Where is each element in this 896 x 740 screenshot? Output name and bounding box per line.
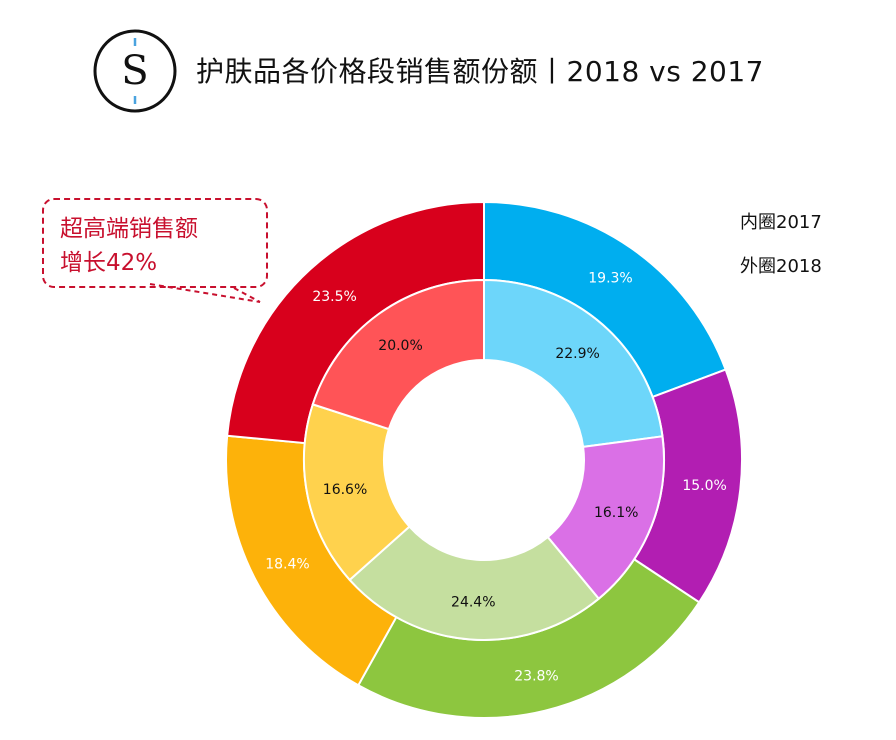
logo-letter: S	[121, 48, 148, 94]
callout-line-1: 超高端销售额	[60, 216, 198, 242]
ring-0-slice-3-label: 18.4%	[265, 556, 309, 572]
ring-1-slice-0	[483, 278, 664, 448]
ring-0-slice-2-label: 23.8%	[514, 669, 558, 685]
legend-inner-ring: 内圈2017	[740, 212, 822, 233]
ring-0-slice-1-label: 15.0%	[682, 478, 726, 494]
ring-0-slice-4-label: 23.5%	[312, 289, 356, 305]
page-title: 护肤品各价格段销售额份额丨2018 vs 2017	[196, 55, 764, 88]
ring-1-slice-0-label: 22.9%	[555, 346, 599, 362]
ring-1-slice-2	[348, 525, 601, 641]
legend-outer-ring: 外圈2018	[740, 256, 822, 277]
ring-1-slice-3-label: 16.6%	[323, 482, 367, 498]
callout-line-2: 增长42%	[60, 250, 158, 276]
callout-box: 超高端销售额 增长42%	[42, 198, 268, 288]
ring-0-slice-0-label: 19.3%	[588, 271, 632, 287]
ring-1-slice-1-label: 16.1%	[594, 505, 638, 521]
ring-1-slice-4	[311, 278, 485, 431]
ring-1-slice-4-label: 20.0%	[378, 338, 422, 354]
logo-s-icon: S	[93, 29, 177, 113]
callout-pointer	[149, 283, 261, 303]
ring-1-slice-2-label: 24.4%	[451, 595, 495, 611]
